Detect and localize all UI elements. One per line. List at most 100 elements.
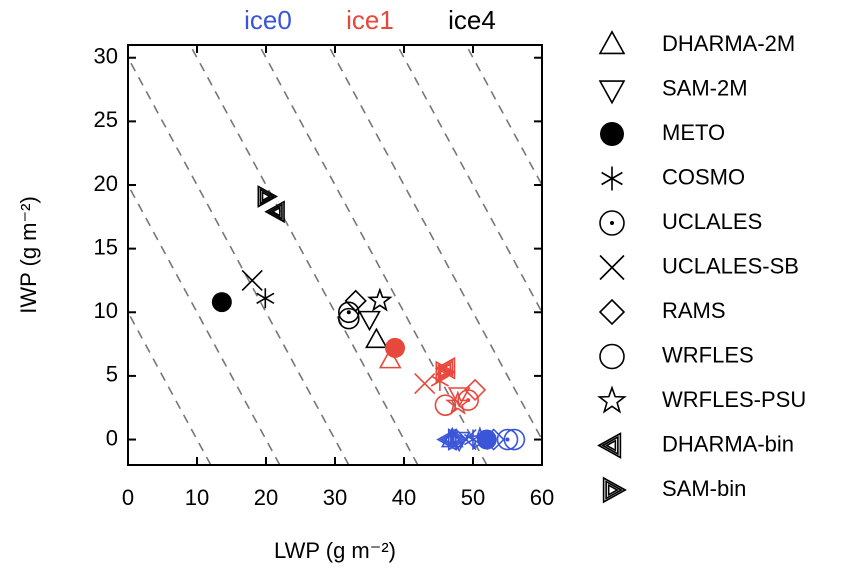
marker-part <box>436 428 457 451</box>
marker-part <box>598 30 626 55</box>
legend-label: UCLALES-SB <box>662 253 799 278</box>
legend-symbol <box>601 166 623 191</box>
marker-part <box>445 390 471 415</box>
marker-part <box>256 288 275 309</box>
legend-symbol <box>599 254 625 281</box>
marker-part <box>337 307 360 330</box>
legend-label: SAM-bin <box>662 476 746 501</box>
point <box>257 185 278 208</box>
legend-label: WRFLES <box>662 342 754 367</box>
legend-symbol <box>598 298 626 326</box>
marker-part <box>599 343 625 370</box>
legend-symbol <box>600 122 624 146</box>
point <box>434 394 457 416</box>
point <box>467 426 493 451</box>
y-tick-label: 0 <box>106 425 118 450</box>
marker-part <box>598 80 626 105</box>
y-tick-label: 10 <box>94 298 118 323</box>
marker-part <box>598 298 626 326</box>
group-label: ice1 <box>346 5 394 35</box>
marker-part <box>367 287 393 312</box>
x-axis-label: LWP (g m⁻²) <box>274 538 396 563</box>
point <box>463 378 487 402</box>
point <box>264 200 285 224</box>
y-tick-label: 15 <box>94 234 118 259</box>
marker-part <box>358 310 381 332</box>
legend-symbol <box>598 30 626 55</box>
marker-part <box>439 366 450 378</box>
marker-part <box>241 269 263 292</box>
y-tick-label: 30 <box>94 44 118 69</box>
marker-part <box>467 426 493 451</box>
marker-part <box>602 476 627 504</box>
point <box>447 428 469 451</box>
legend-symbol <box>598 80 626 105</box>
marker-part <box>452 434 462 445</box>
marker-part <box>447 387 471 408</box>
marker-part <box>385 337 406 358</box>
point <box>358 310 381 332</box>
marker-part <box>599 210 625 236</box>
marker-part <box>605 480 623 500</box>
marker-part <box>211 292 232 313</box>
point <box>367 287 393 312</box>
marker-part <box>601 435 619 456</box>
marker-part <box>599 254 625 281</box>
legend-symbol <box>602 476 627 504</box>
y-tick-label: 25 <box>94 107 118 132</box>
point <box>414 372 436 395</box>
marker-part <box>270 206 281 218</box>
legend-label: DHARMA-bin <box>662 431 794 456</box>
legend-label: DHARMA-2M <box>662 31 795 56</box>
marker-part <box>257 185 278 208</box>
legend-label: WRFLES-PSU <box>662 387 806 412</box>
reference-line <box>128 183 281 465</box>
y-axis-label: IWP (g m⁻²) <box>16 196 41 314</box>
marker-part <box>496 428 519 451</box>
point <box>241 269 263 292</box>
marker-part <box>344 289 367 312</box>
point <box>211 292 232 313</box>
point <box>337 307 360 330</box>
plot-frame <box>127 44 543 466</box>
reference-line <box>465 45 542 187</box>
marker-part <box>259 188 275 205</box>
marker-part <box>605 439 617 452</box>
point <box>256 288 275 309</box>
group-label: ice0 <box>244 5 292 35</box>
x-tick-label: 40 <box>392 485 416 510</box>
point <box>445 390 471 415</box>
marker-part <box>267 203 283 221</box>
marker-part <box>437 363 453 381</box>
x-tick-label: 30 <box>323 485 347 510</box>
legend-symbol <box>597 432 622 459</box>
marker-part <box>337 301 360 324</box>
reference-line <box>128 56 350 465</box>
point <box>365 327 388 349</box>
marker-part <box>435 360 456 384</box>
y-tick-label: 5 <box>106 362 118 387</box>
marker-part <box>434 394 457 416</box>
marker-part <box>378 347 402 369</box>
marker-part <box>597 432 622 459</box>
marker-part <box>439 431 455 448</box>
reference-line <box>258 45 488 465</box>
legend-symbol <box>599 210 625 236</box>
marker-part <box>414 372 436 395</box>
points <box>211 185 526 453</box>
point <box>503 428 526 451</box>
point <box>344 289 367 312</box>
point <box>385 337 406 358</box>
reference-line <box>396 45 542 314</box>
group-label: ice4 <box>448 5 496 35</box>
point <box>378 347 402 369</box>
legend-symbol <box>599 343 625 370</box>
marker-part <box>505 437 510 442</box>
marker-part <box>264 200 285 224</box>
y-tick-label: 20 <box>94 171 118 196</box>
marker-part <box>463 378 487 402</box>
marker-part <box>447 428 469 451</box>
marker-part <box>503 428 526 451</box>
marker-part <box>346 310 351 315</box>
